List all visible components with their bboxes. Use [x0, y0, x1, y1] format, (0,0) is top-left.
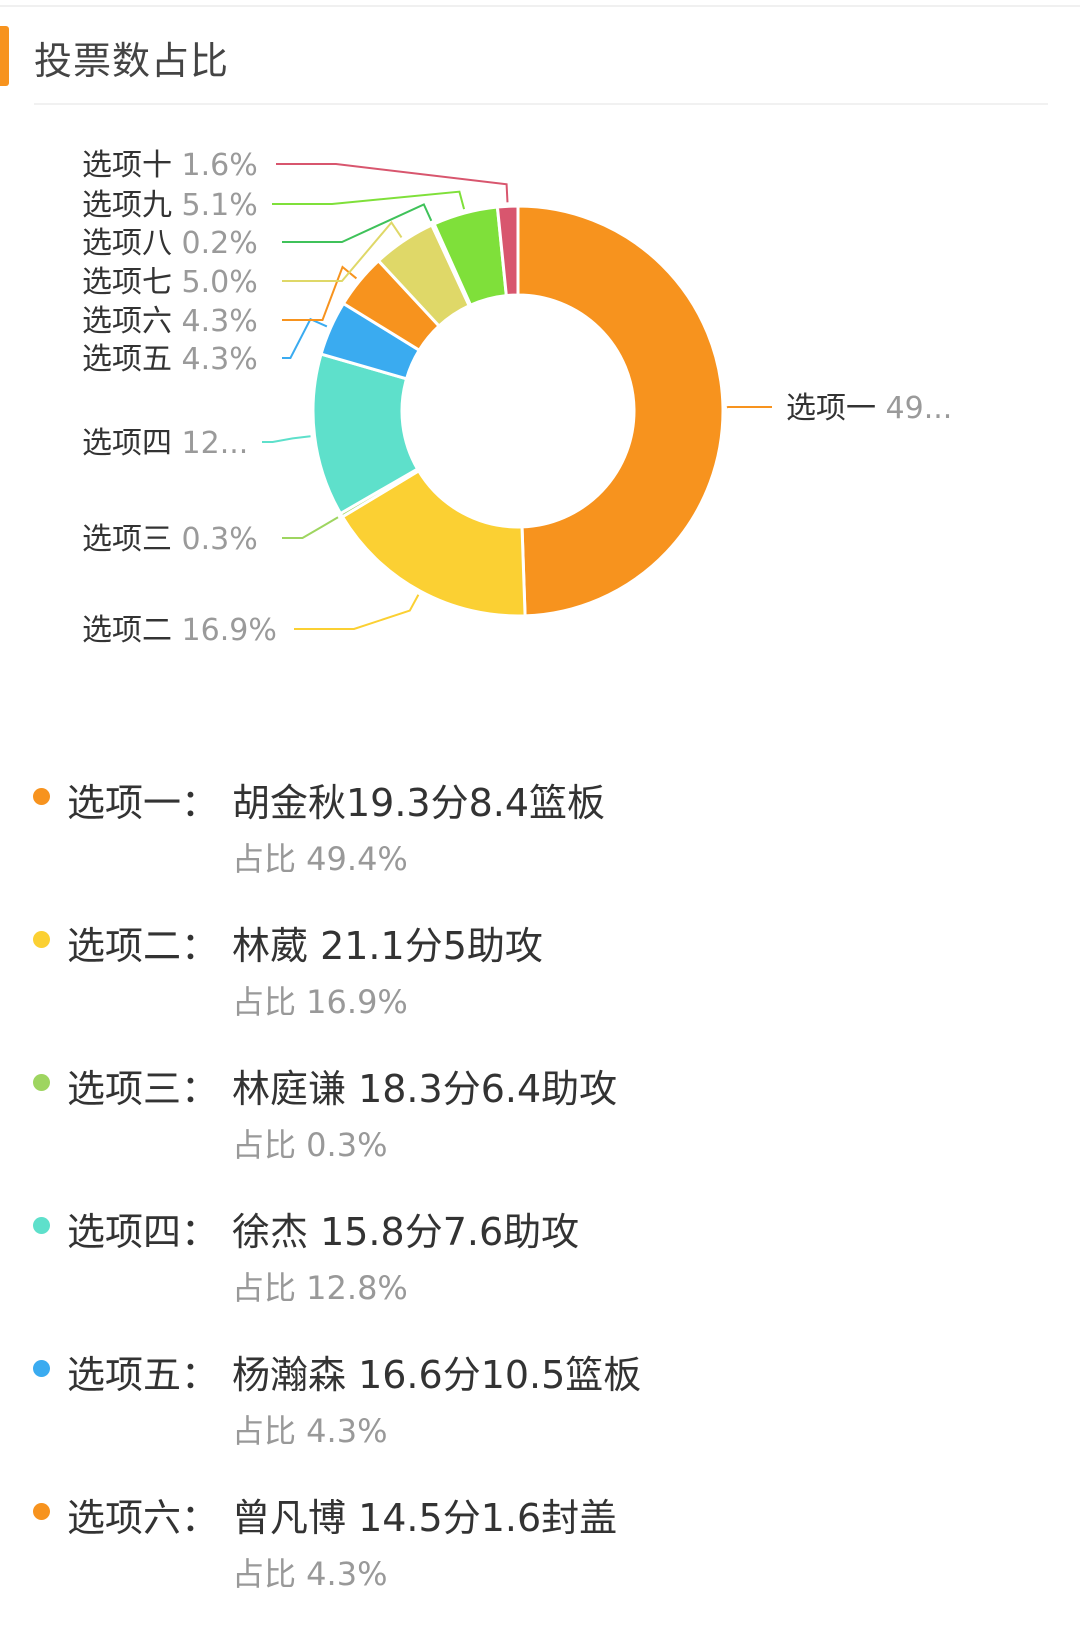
legend-item: 选项五：杨瀚森 16.6分10.5篮板占比 4.3% — [0, 1342, 1080, 1485]
option-percentage: 占比 0.3% — [232, 1120, 387, 1166]
option-label: 选项四： — [67, 1201, 219, 1256]
title-divider — [34, 103, 1048, 105]
legend-dot — [33, 1360, 50, 1377]
option-label: 选项一： — [67, 772, 219, 827]
title-accent-bar — [0, 26, 9, 86]
option-percentage: 占比 4.3% — [232, 1406, 387, 1452]
option-label: 选项六： — [67, 1487, 219, 1542]
legend-item: 选项三：林庭谦 18.3分6.4助攻占比 0.3% — [0, 1056, 1080, 1199]
option-percentage: 占比 49.4% — [232, 834, 408, 880]
donut-chart: 选项一 49... 选项二 16.9% 选项三 0.3% 选项四 12... 选项五 4… — [0, 110, 1080, 710]
option-description: 杨瀚森 16.6分10.5篮板 — [232, 1344, 641, 1399]
legend-item: 选项六：曾凡博 14.5分1.6封盖占比 4.3% — [0, 1485, 1080, 1628]
legend-dot — [33, 1217, 50, 1234]
legend-dot — [33, 788, 50, 805]
option-description: 曾凡博 14.5分1.6封盖 — [232, 1487, 617, 1542]
slice-label: 选项六 4.3% — [82, 304, 258, 339]
legend-item: 选项一：胡金秋19.3分8.4篮板占比 49.4% — [0, 770, 1080, 913]
option-percentage: 占比 12.8% — [232, 1263, 408, 1309]
slice-label: 选项十 1.6% — [82, 148, 258, 183]
legend-item: 选项二：林葳 21.1分5助攻占比 16.9% — [0, 913, 1080, 1056]
top-divider — [0, 5, 1080, 7]
leader-line — [272, 192, 464, 209]
slice-label: 选项三 0.3% — [82, 522, 258, 557]
option-description: 林葳 21.1分5助攻 — [232, 915, 543, 970]
legend-dot — [33, 1074, 50, 1091]
slice-label: 选项二 16.9% — [82, 613, 277, 648]
slice-label: 选项七 5.0% — [82, 265, 258, 300]
section-title: 投票数占比 — [34, 30, 229, 85]
option-label: 选项二： — [67, 915, 219, 970]
option-description: 林庭谦 18.3分6.4助攻 — [232, 1058, 617, 1113]
legend-list: 选项一：胡金秋19.3分8.4篮板占比 49.4%选项二：林葳 21.1分5助攻… — [0, 770, 1080, 1628]
option-percentage: 占比 16.9% — [232, 977, 408, 1023]
leader-line — [276, 164, 507, 202]
slice-label: 选项四 12... — [82, 426, 248, 461]
legend-dot — [33, 931, 50, 948]
slice-label: 选项一 49... — [786, 391, 952, 426]
leader-line — [262, 436, 311, 442]
option-percentage: 占比 4.3% — [232, 1549, 387, 1595]
option-label: 选项三： — [67, 1058, 219, 1113]
slice-label: 选项八 0.2% — [82, 226, 258, 261]
option-label: 选项五： — [67, 1344, 219, 1399]
pie-slice[interactable] — [518, 206, 723, 616]
leader-line — [294, 595, 418, 629]
option-description: 胡金秋19.3分8.4篮板 — [232, 772, 605, 827]
option-description: 徐杰 15.8分7.6助攻 — [232, 1201, 579, 1256]
legend-dot — [33, 1503, 50, 1520]
slice-label: 选项九 5.1% — [82, 188, 258, 223]
legend-item: 选项四：徐杰 15.8分7.6助攻占比 12.8% — [0, 1199, 1080, 1342]
slice-label: 选项五 4.3% — [82, 342, 258, 377]
leader-line — [282, 517, 338, 538]
